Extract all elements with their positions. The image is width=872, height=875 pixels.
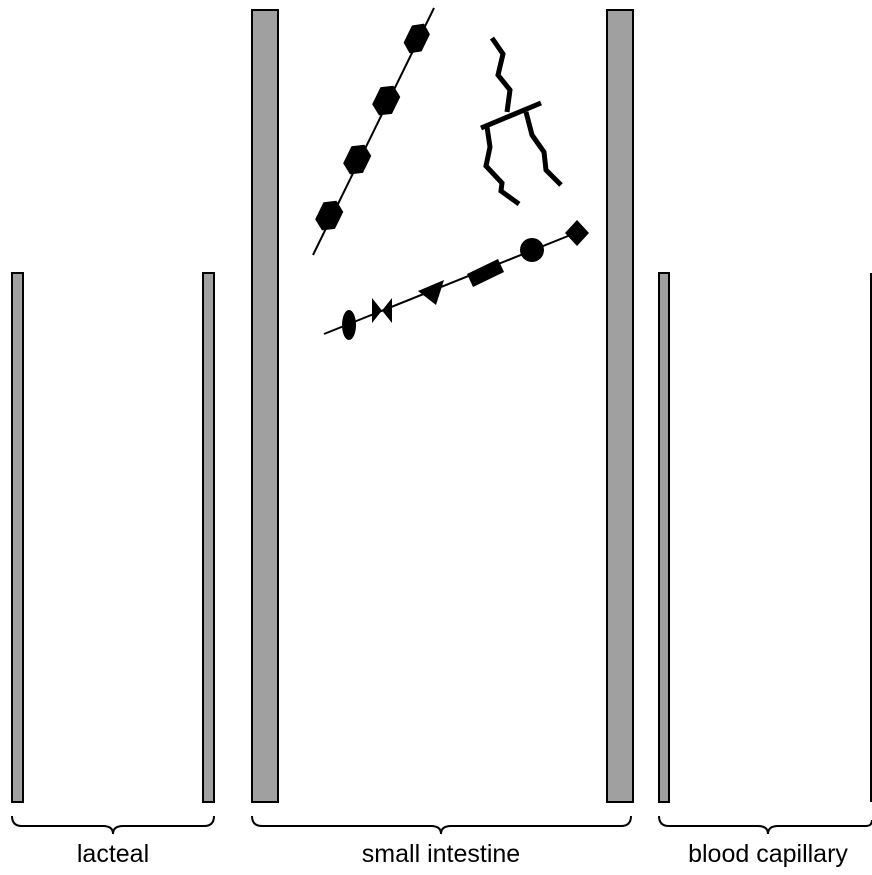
glucose-unit-4 — [315, 200, 344, 231]
fatty-acid-chain-3 — [523, 111, 563, 187]
intestine-left-wall — [251, 9, 279, 803]
fatty-acid-chain-2 — [483, 126, 521, 207]
lacteal-bracket — [11, 815, 215, 835]
small-intestine-bracket — [251, 815, 632, 835]
intestine-right-wall — [606, 9, 634, 803]
capillary-left-wall — [658, 272, 670, 803]
amino-acid-rectangle — [467, 259, 504, 287]
amino-acid-bowtie — [372, 298, 392, 323]
polysaccharide-molecule — [312, 7, 435, 256]
amino-acid-circle — [520, 238, 544, 262]
blood-capillary-vessel — [658, 272, 872, 803]
glucose-unit-2 — [372, 85, 401, 116]
lacteal-vessel — [11, 272, 215, 803]
amino-acid-diamond — [565, 220, 589, 246]
glucose-unit-3 — [343, 144, 372, 175]
brackets — [11, 815, 872, 835]
triglyceride-molecule — [480, 36, 563, 207]
amino-acid-triangle — [418, 280, 444, 305]
blood-capillary-label: blood capillary — [688, 840, 848, 868]
glycerol-backbone — [480, 100, 542, 131]
polypeptide-molecule — [323, 220, 589, 340]
lacteal-right-wall — [202, 272, 215, 803]
lacteal-label: lacteal — [76, 840, 150, 868]
glucose-unit-1 — [403, 23, 430, 54]
fatty-acid-chain-1 — [489, 36, 513, 113]
small-intestine-vessel — [251, 9, 634, 803]
amino-acid-ellipse — [342, 310, 356, 340]
small-intestine-label: small intestine — [361, 840, 521, 868]
blood-capillary-bracket — [658, 815, 872, 835]
lacteal-left-wall — [11, 272, 24, 803]
